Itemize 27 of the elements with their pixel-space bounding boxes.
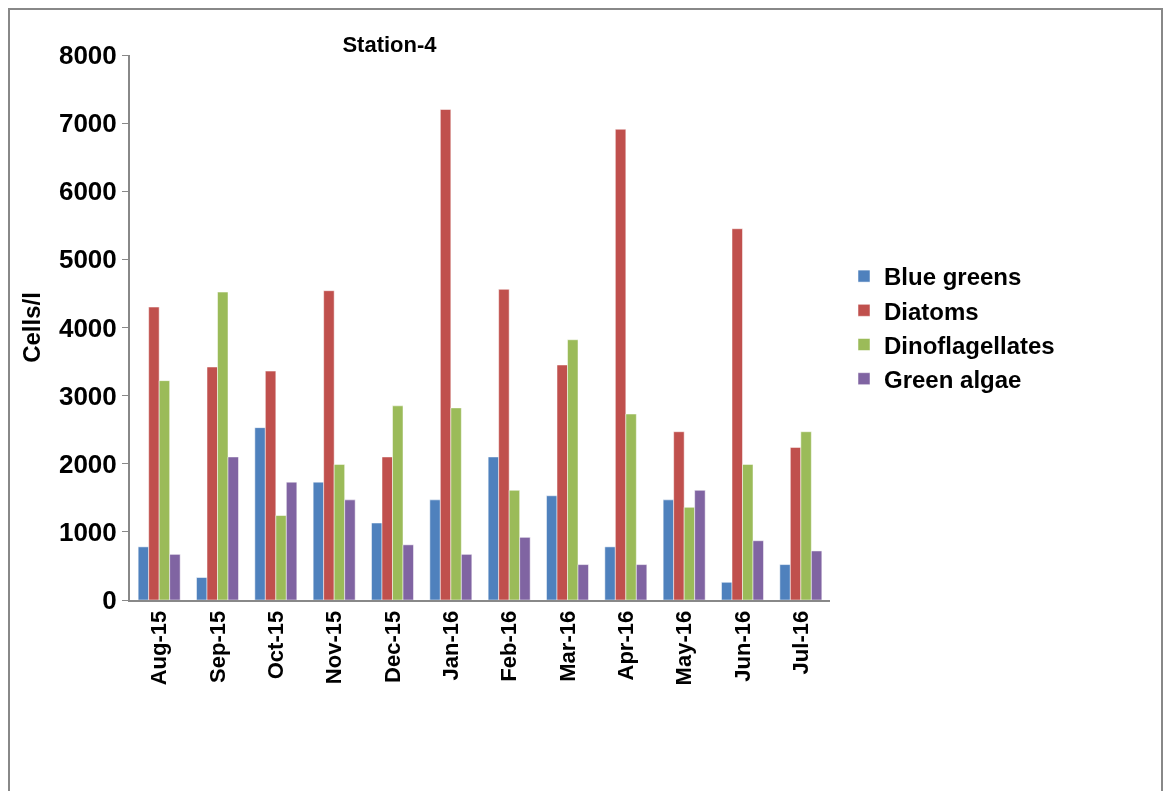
- x-tick-label: Jun-16: [729, 610, 755, 682]
- legend-label: Diatoms: [884, 297, 979, 325]
- x-tick-label: May-16: [671, 610, 697, 686]
- y-tick-label: 0: [102, 585, 117, 616]
- x-tick-label: Jul-16: [787, 610, 813, 675]
- y-axis-title: Cells/l: [17, 292, 45, 363]
- x-tick-label: Oct-15: [262, 610, 288, 680]
- x-tick-label: Dec-15: [379, 610, 405, 683]
- x-tick-label: Jan-16: [437, 610, 463, 681]
- y-tick-label: 5000: [58, 244, 117, 275]
- y-tick-label: 6000: [58, 176, 117, 207]
- legend-label: Green algae: [884, 366, 1022, 394]
- y-tick-label: 7000: [58, 108, 117, 139]
- x-tick-label: Mar-16: [554, 610, 580, 682]
- x-tick-label: Aug-15: [146, 610, 172, 686]
- y-tick-label: 4000: [58, 312, 117, 343]
- x-tick-label: Feb-16: [496, 610, 522, 682]
- x-tick-label: Sep-15: [204, 610, 230, 683]
- y-tick-label: 1000: [58, 516, 117, 547]
- y-tick-label: 2000: [58, 448, 117, 479]
- x-tick-label: Apr-16: [612, 610, 638, 681]
- legend-label: Dinoflagellates: [884, 331, 1055, 359]
- legend-label: Blue greens: [884, 263, 1022, 291]
- x-tick-label: Nov-15: [321, 610, 347, 685]
- chart-title: Station-4: [342, 32, 438, 58]
- y-tick-label: 8000: [58, 40, 117, 71]
- y-tick-label: 3000: [58, 380, 117, 411]
